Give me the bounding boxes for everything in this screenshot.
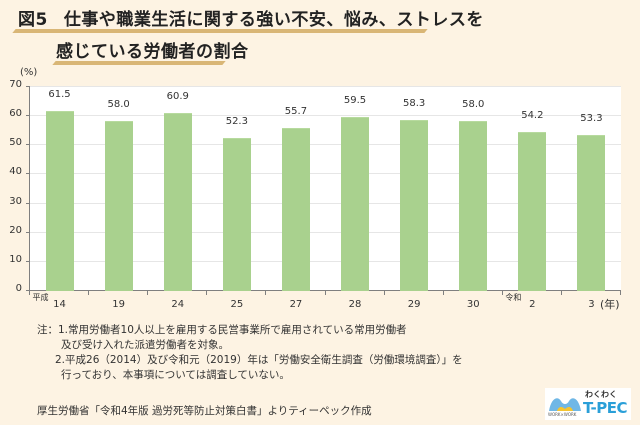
bar — [518, 132, 547, 291]
data-label: 59.5 — [343, 94, 367, 106]
gridline — [30, 144, 621, 146]
x-category-label: 25 — [230, 299, 244, 310]
gridline — [30, 231, 621, 233]
y-tick-mark — [26, 231, 30, 233]
bar — [281, 127, 310, 291]
bar — [222, 137, 251, 291]
x-category-label: 3 — [588, 299, 595, 310]
chart-title-line-2: 感じている労働者の割合 — [56, 42, 249, 62]
y-tick-label: 10 — [9, 253, 22, 265]
y-tick-label: 70 — [9, 79, 22, 90]
note-line: 及び受け入れた派遣労働者を対象。 — [61, 339, 229, 351]
bar — [104, 120, 133, 291]
bar — [45, 110, 74, 291]
x-axis-unit: (年) — [600, 298, 620, 311]
y-tick-label: 30 — [9, 195, 22, 207]
y-tick-label: 60 — [9, 108, 22, 120]
chart-notes: 注：1.常用労働者10人以上を雇用する民営事業所で雇用されている常用労働者 及び… — [37, 323, 463, 383]
gridline — [30, 86, 621, 87]
note-line: 行っており、本事項については調査していない。 — [61, 369, 290, 381]
data-label: 58.3 — [403, 98, 426, 110]
tpec-logo: わくわく T-PEC WORK×WORK — [545, 388, 631, 420]
era-label: 令和 — [505, 293, 522, 302]
x-tick-mark — [206, 290, 208, 295]
y-tick-mark — [26, 86, 30, 87]
logo-small-text: わくわく — [585, 390, 617, 399]
y-axis-unit: (%) — [20, 67, 38, 78]
logo-sub-text: WORK×WORK — [548, 412, 577, 417]
y-tick-mark — [26, 144, 30, 146]
data-label: 55.7 — [284, 105, 308, 117]
x-tick-mark — [324, 290, 326, 295]
y-axis-line — [29, 86, 30, 291]
y-tick-mark — [26, 202, 30, 204]
chart-title-line-1: 図5 仕事や職業生活に関する強い不安、悩み、ストレスを — [18, 5, 484, 30]
gridline — [30, 173, 621, 175]
era-label: 平成 — [32, 293, 49, 302]
x-tick-mark — [442, 290, 444, 295]
y-tick-mark — [26, 290, 30, 291]
y-tick-mark — [26, 115, 30, 117]
y-tick-label: 20 — [9, 224, 22, 236]
x-category-label: 14 — [53, 299, 66, 310]
x-category-label: 29 — [407, 299, 421, 310]
figure-label: 図5 — [18, 10, 48, 30]
gridline — [30, 202, 621, 204]
x-tick-mark — [88, 290, 90, 295]
y-tick-mark — [26, 260, 30, 262]
gridline — [30, 260, 621, 262]
title-text: 仕事や職業生活に関する強い不安、悩み、ストレスを — [63, 10, 484, 30]
data-label: 53.3 — [580, 112, 603, 124]
x-tick-mark — [29, 290, 30, 295]
note-line: 注：1.常用労働者10人以上を雇用する民営事業所で雇用されている常用労働者 — [37, 324, 407, 336]
data-label: 58.0 — [462, 98, 485, 110]
data-label: 52.3 — [225, 115, 248, 127]
x-tick-mark — [265, 290, 267, 295]
y-tick-label: 40 — [9, 166, 22, 178]
bar — [341, 116, 370, 291]
logo-main-text: T-PEC — [583, 399, 628, 417]
x-tick-mark — [620, 290, 621, 295]
bar — [459, 120, 488, 291]
data-label: 54.2 — [521, 110, 544, 122]
x-tick-mark — [383, 290, 385, 295]
data-label: 58.0 — [107, 98, 130, 110]
bar — [400, 120, 429, 291]
x-category-label: 30 — [466, 299, 480, 310]
x-category-label: 19 — [112, 299, 125, 310]
bar — [577, 134, 606, 291]
x-tick-mark — [560, 290, 562, 295]
y-tick-label: 50 — [9, 137, 22, 149]
logo-wave-icon — [549, 398, 581, 411]
bar — [163, 112, 192, 291]
data-label: 60.9 — [166, 90, 189, 102]
x-category-label: 27 — [289, 299, 303, 310]
note-line: 2.平成26（2014）及び令和元（2019）年は「労働安全衛生調査（労働環境調… — [55, 354, 463, 366]
x-category-label: 24 — [171, 299, 185, 310]
source-credit: 厚生労働省「令和4年版 過労死等防止対策白書」よりティーペック作成 — [37, 405, 372, 417]
x-tick-mark — [501, 290, 503, 295]
x-tick-mark — [147, 290, 149, 295]
y-tick-label: 0 — [15, 283, 22, 294]
data-label: 61.5 — [48, 88, 71, 100]
x-category-label: 28 — [348, 299, 362, 310]
x-category-label: 2 — [529, 299, 536, 310]
y-tick-mark — [26, 173, 30, 175]
gridline — [30, 115, 621, 117]
